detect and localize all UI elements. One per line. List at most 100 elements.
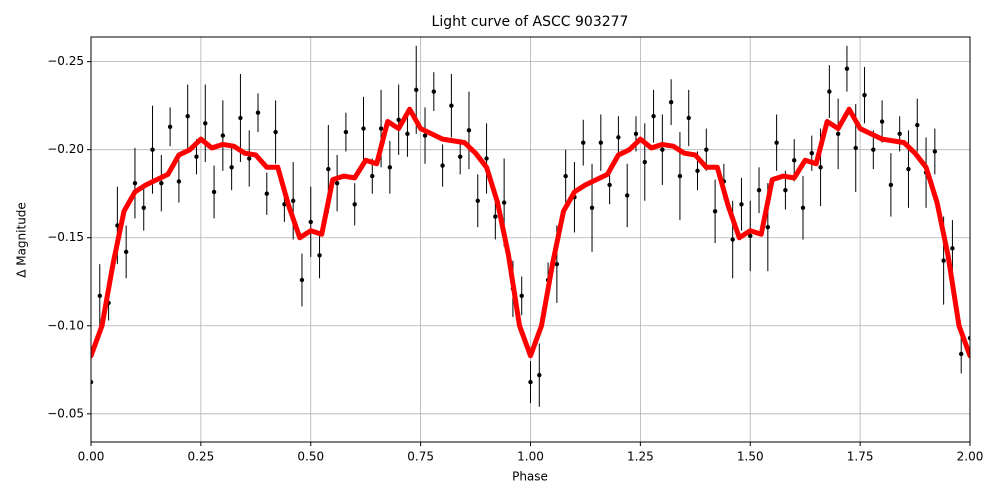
data-point: [642, 159, 647, 165]
y-tick-label: −0.05: [47, 406, 84, 420]
data-point: [229, 165, 234, 170]
data-point: [150, 147, 155, 152]
x-tick-label: 0.00: [78, 450, 105, 464]
data-point: [888, 182, 894, 188]
data-point: [528, 379, 533, 385]
data-point: [132, 180, 138, 186]
data-point: [255, 110, 261, 115]
data-point: [501, 200, 507, 205]
data-point: [783, 187, 788, 193]
data-point: [203, 121, 208, 126]
x-tick-label: 0.25: [188, 450, 215, 464]
x-axis-label: Phase: [512, 470, 548, 484]
data-point: [756, 187, 762, 193]
y-axis-label: Δ Magnitude: [15, 202, 29, 278]
data-point: [176, 179, 182, 184]
data-point: [941, 258, 946, 263]
data-point: [827, 89, 832, 94]
data-point: [422, 133, 428, 138]
data-point: [343, 129, 349, 135]
data-point: [677, 173, 683, 179]
data-point: [396, 117, 401, 122]
data-point: [651, 114, 656, 119]
data-point: [370, 173, 375, 179]
data-point: [730, 237, 735, 242]
data-point: [748, 233, 753, 239]
data-point: [739, 202, 744, 207]
data-point: [668, 99, 674, 105]
data-point: [449, 103, 454, 108]
data-point: [800, 205, 806, 211]
axes: 0.00 0.25 0.50 0.75 1.00 1.25 1.50 1.75 2.00 −0.2…: [47, 54, 983, 463]
data-point: [563, 173, 568, 179]
data-point: [141, 205, 146, 211]
plot-area: [91, 45, 970, 407]
data-point: [466, 128, 472, 133]
data-point: [317, 253, 322, 258]
data-point: [809, 151, 814, 156]
data-point: [686, 115, 691, 121]
data-point: [519, 293, 524, 299]
data-point: [238, 115, 243, 121]
data-point: [915, 122, 920, 128]
data-point: [194, 154, 199, 159]
data-point: [167, 124, 173, 130]
y-tick-label: −0.25: [47, 54, 84, 68]
data-point: [414, 87, 419, 93]
data-point: [264, 191, 269, 196]
data-point: [879, 119, 885, 124]
data-point: [247, 156, 252, 161]
data-point: [220, 133, 226, 138]
data-point: [704, 147, 709, 152]
data-point: [431, 89, 437, 94]
data-point: [352, 202, 357, 207]
data-point: [326, 166, 331, 172]
data-point: [616, 135, 621, 140]
data-point: [967, 335, 970, 341]
data-point: [598, 140, 604, 145]
data-point: [581, 140, 586, 145]
data-point: [211, 189, 217, 195]
data-point: [405, 131, 410, 137]
data-point: [493, 214, 498, 219]
data-point: [835, 131, 841, 137]
data-point: [633, 131, 639, 137]
data-point: [862, 92, 867, 98]
x-tick-label: 0.50: [297, 450, 324, 464]
data-point: [774, 140, 779, 145]
x-tick-label: 1.75: [847, 450, 874, 464]
data-point: [387, 165, 393, 170]
model-curve: [91, 106, 970, 359]
data-point: [906, 166, 911, 172]
data-point: [334, 180, 340, 186]
data-point: [871, 147, 876, 152]
y-tick-label: −0.15: [47, 230, 84, 244]
data-point: [159, 180, 164, 186]
data-point: [712, 209, 718, 214]
data-point: [765, 224, 771, 230]
x-tick-label: 0.75: [407, 450, 434, 464]
data-point: [844, 66, 850, 71]
data-point: [950, 246, 955, 251]
data-point: [185, 114, 190, 119]
data-point: [440, 163, 445, 168]
data-point: [853, 145, 858, 151]
data-point: [660, 147, 665, 152]
data-point: [123, 249, 129, 255]
chart-title: Light curve of ASCC 903277: [432, 14, 629, 30]
data-point: [91, 379, 94, 385]
x-tick-label: 1.00: [517, 450, 544, 464]
data-point: [308, 219, 313, 225]
data-point: [792, 158, 797, 163]
x-tick-label: 1.25: [627, 450, 654, 464]
y-tick-label: −0.20: [47, 142, 84, 156]
data-point: [695, 168, 700, 174]
data-point: [361, 126, 366, 131]
data-point: [589, 205, 595, 211]
data-point: [299, 277, 305, 283]
data-point: [457, 154, 463, 159]
data-point: [378, 126, 384, 131]
data-point: [607, 182, 612, 188]
